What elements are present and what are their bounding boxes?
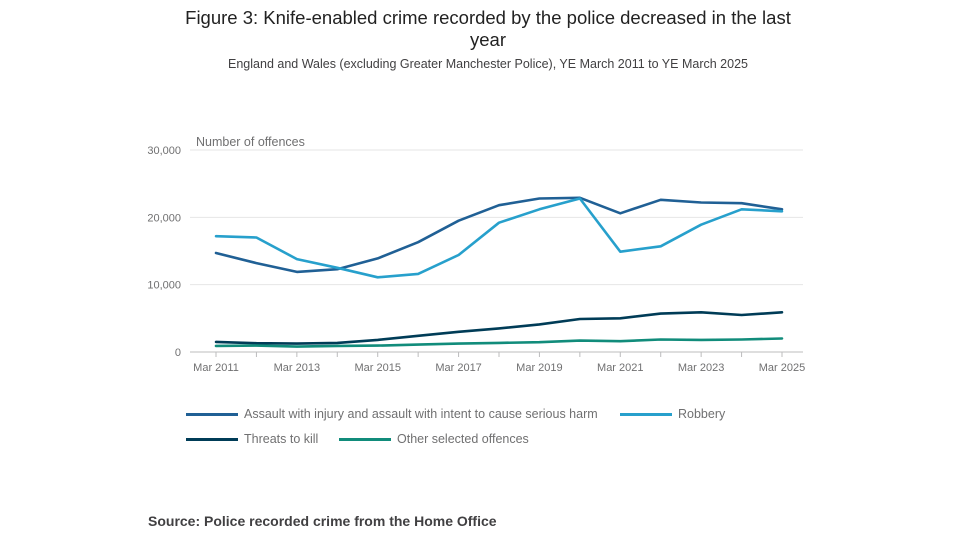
legend-swatch-assault	[186, 412, 238, 416]
series-line-robbery	[214, 197, 784, 279]
legend-item-robbery: Robbery	[620, 407, 725, 421]
legend-label-assault: Assault with injury and assault with int…	[244, 407, 598, 421]
y-tick-label: 0	[175, 347, 181, 359]
legend-item-other: Other selected offences	[339, 432, 529, 446]
series-line-other	[214, 337, 784, 348]
x-tick-label: Mar 2021	[597, 362, 643, 374]
chart-title: Figure 3: Knife-enabled crime recorded b…	[185, 7, 791, 50]
legend-swatch-threats	[186, 437, 238, 441]
legend-swatch-robbery	[620, 412, 672, 416]
x-tick-label: Mar 2017	[435, 362, 481, 374]
series-line-assault	[214, 196, 784, 274]
x-tick-label: Mar 2023	[678, 362, 724, 374]
x-tick-label: Mar 2013	[274, 362, 320, 374]
x-tick-label: Mar 2019	[516, 362, 562, 374]
legend-label-threats: Threats to kill	[244, 432, 319, 446]
chart-subtitle: England and Wales (excluding Greater Man…	[228, 57, 748, 71]
x-tick-label: Mar 2015	[354, 362, 400, 374]
legend-label-robbery: Robbery	[678, 407, 726, 421]
series-line-threats	[214, 310, 784, 345]
y-tick-label: 30,000	[147, 145, 181, 157]
legend-item-threats: Threats to kill	[186, 432, 318, 446]
legend-item-assault: Assault with injury and assault with int…	[186, 407, 598, 421]
legend-swatch-other	[339, 437, 391, 441]
y-tick-label: 20,000	[147, 212, 181, 224]
x-tick-label: Mar 2011	[193, 362, 239, 374]
y-tick-label: 10,000	[147, 280, 181, 292]
source-note: Source: Police recorded crime from the H…	[148, 513, 497, 529]
y-axis-label: Number of offences	[196, 135, 305, 149]
legend-label-other: Other selected offences	[397, 432, 529, 446]
x-tick-label: Mar 2025	[759, 362, 805, 374]
